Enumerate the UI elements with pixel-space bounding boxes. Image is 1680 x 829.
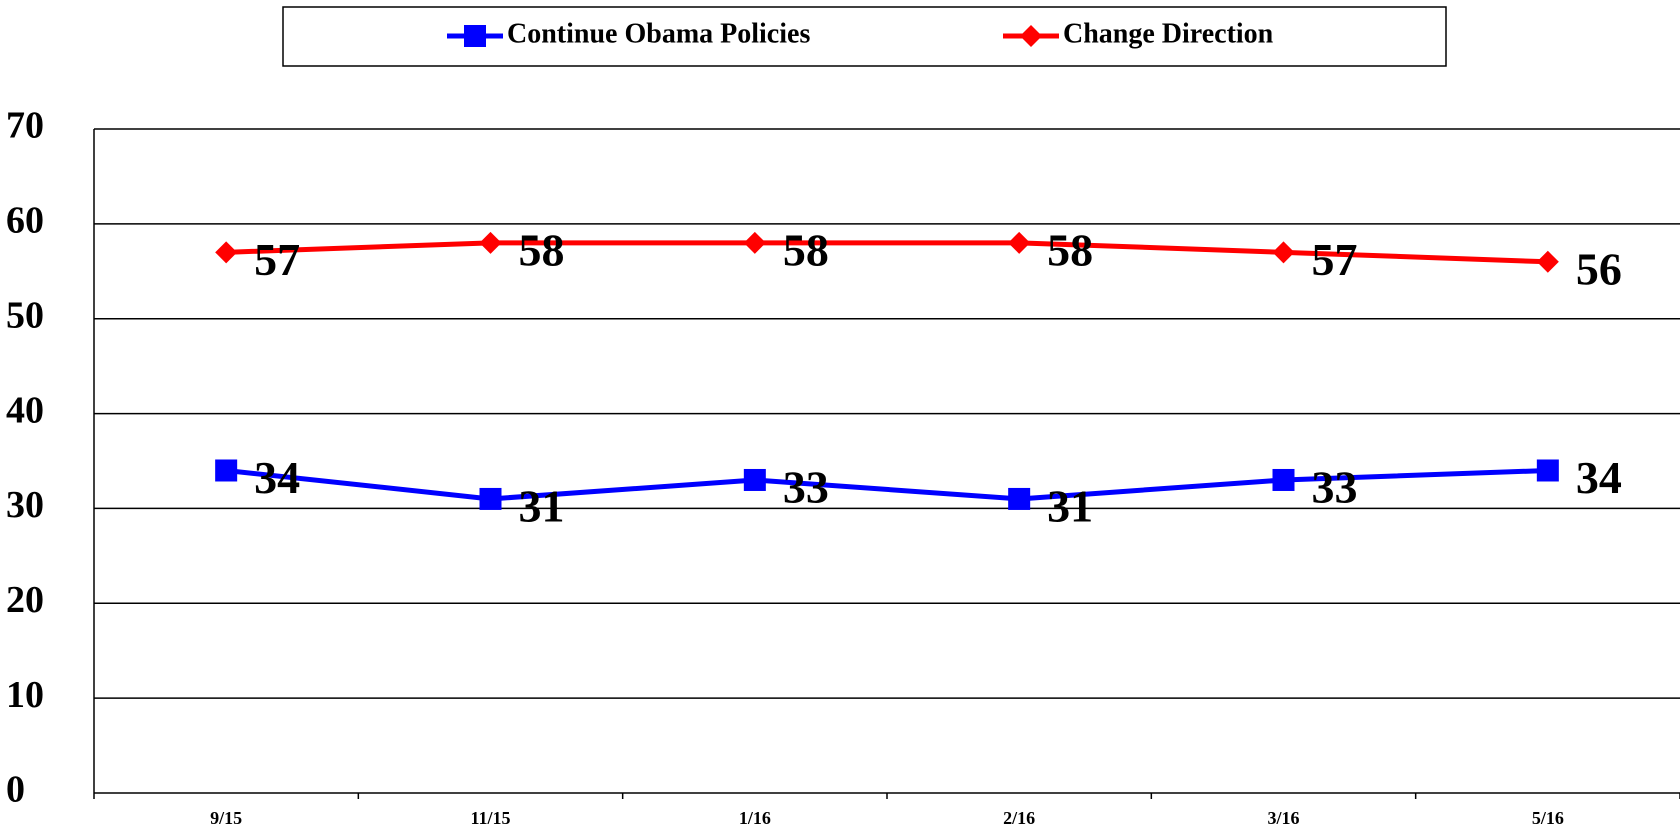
data-point	[1536, 250, 1559, 273]
data-point	[743, 231, 766, 254]
data-point	[1008, 487, 1031, 510]
data-label: 58	[519, 224, 565, 275]
data-point	[1536, 459, 1559, 482]
legend-label: Change Direction	[1063, 18, 1274, 49]
data-point	[743, 468, 766, 491]
data-label: 56	[1576, 243, 1622, 294]
data-point	[215, 459, 238, 482]
x-tick-label: 5/16	[1532, 808, 1564, 828]
y-tick-label: 70	[6, 105, 44, 147]
y-tick-label: 0	[6, 769, 25, 811]
data-label: 57	[254, 234, 300, 285]
legend-marker	[464, 25, 486, 47]
x-tick-label: 3/16	[1267, 808, 1299, 828]
data-label: 31	[519, 481, 565, 532]
series-line	[225, 467, 1548, 502]
data-label: 31	[1047, 481, 1093, 532]
x-tick-label: 2/16	[1003, 808, 1035, 828]
data-point	[1008, 231, 1031, 254]
data-label: 34	[254, 452, 300, 503]
data-point	[215, 241, 238, 264]
y-tick-label: 40	[6, 389, 44, 431]
y-tick-label: 60	[6, 200, 44, 242]
data-point	[1272, 241, 1295, 264]
data-label: 58	[783, 224, 829, 275]
y-tick-label: 30	[6, 484, 44, 526]
y-tick-label: 10	[6, 674, 44, 716]
data-label: 33	[1312, 462, 1358, 513]
legend-label: Continue Obama Policies	[507, 18, 810, 49]
data-label: 58	[1047, 224, 1093, 275]
data-point	[1272, 468, 1295, 491]
series-line	[226, 240, 1548, 265]
data-label: 34	[1576, 452, 1622, 503]
data-point	[479, 231, 502, 254]
x-tick-label: 11/15	[470, 808, 510, 828]
y-tick-label: 20	[6, 579, 44, 621]
x-tick-label: 1/16	[739, 808, 771, 828]
data-label: 57	[1312, 234, 1358, 285]
x-tick-label: 9/15	[210, 808, 242, 828]
data-point	[479, 487, 502, 510]
y-tick-label: 50	[6, 294, 44, 336]
data-label: 33	[783, 462, 829, 513]
legend-marker	[1020, 25, 1042, 47]
